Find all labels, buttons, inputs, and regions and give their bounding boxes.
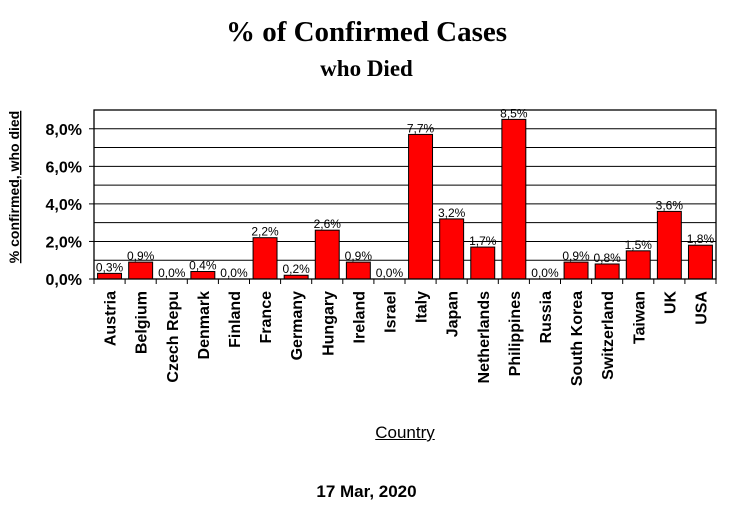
bar [563, 261, 589, 280]
category-label: Russia [538, 291, 555, 344]
category-label: Netherlands [476, 291, 493, 384]
x-axis-label: Country [375, 423, 435, 442]
category-label: Ireland [351, 291, 368, 343]
y-tick-label: 2,0% [46, 234, 82, 251]
category-label: UK [662, 291, 679, 315]
y-tick-label: 6,0% [46, 159, 82, 176]
category-label: Israel [382, 291, 399, 333]
bar-value-label: 1,7% [469, 234, 497, 248]
bar-value-label: 0,0% [531, 266, 559, 280]
y-axis-ticks: 0,0% 2,0% 4,0% 6,0% 8,0% [46, 122, 94, 289]
bar-value-label: 1,8% [687, 232, 715, 246]
bar-value-label: 7,7% [407, 121, 435, 135]
bar [345, 261, 371, 280]
bars [97, 118, 713, 280]
bar-value-label: 1,5% [625, 238, 653, 252]
category-label: France [258, 291, 275, 344]
bar-value-label: 0,0% [158, 266, 186, 280]
value-labels: 0,3%0,9%0,0%0,4%0,0%2,2%0,2%2,6%0,9%0,0%… [96, 106, 715, 280]
chart-title: % of Confirmed Cases [225, 16, 508, 48]
category-label: Czech Repu [165, 291, 182, 383]
bar-value-label: 0,3% [96, 260, 124, 274]
bar [625, 250, 651, 280]
bar-value-label: 2,6% [314, 217, 342, 231]
category-label: Hungary [320, 291, 337, 356]
bar [128, 261, 154, 280]
y-axis-label: % confirmed, who died [6, 111, 22, 263]
bar [190, 270, 216, 280]
bar-value-label: 0,9% [562, 249, 590, 263]
bar [314, 229, 340, 280]
category-label: Denmark [196, 291, 213, 360]
bar-value-label: 8,5% [500, 106, 528, 120]
category-label: Switzerland [600, 291, 617, 380]
y-tick-label: 4,0% [46, 197, 82, 214]
bar [252, 237, 278, 280]
chart-subtitle: who Died [320, 56, 413, 81]
category-label: Philippines [507, 291, 524, 376]
bar-value-label: 0,8% [593, 251, 621, 265]
bar-value-label: 0,9% [345, 249, 373, 263]
bar [687, 244, 713, 280]
bar-value-label: 0,2% [282, 262, 310, 276]
category-label: Belgium [134, 291, 151, 354]
category-label: Austria [103, 291, 120, 346]
bar [439, 218, 465, 280]
bar-value-label: 0,4% [189, 258, 217, 272]
bar [656, 210, 682, 280]
bar-value-label: 0,0% [220, 266, 248, 280]
plot-frame [93, 109, 717, 280]
category-label: Germany [289, 291, 306, 360]
category-label: Taiwan [631, 291, 648, 344]
gridlines [94, 128, 716, 261]
bar-value-label: 2,2% [251, 225, 279, 239]
y-tick-label: 8,0% [46, 122, 82, 139]
bar [408, 133, 434, 280]
category-label: Finland [227, 291, 244, 348]
bar [501, 118, 527, 280]
bar-value-label: 0,0% [376, 266, 404, 280]
category-label: USA [693, 291, 710, 325]
bar-value-label: 3,2% [438, 206, 466, 220]
bar [470, 246, 496, 280]
x-axis-ticks: Austria Belgium Czech Repu Denmark Finland Fr… [93, 279, 717, 386]
bar [594, 263, 620, 280]
bar-value-label: 3,6% [656, 198, 684, 212]
bar-value-label: 0,9% [127, 249, 155, 263]
category-label: Italy [414, 291, 431, 323]
y-tick-label: 0,0% [46, 272, 82, 289]
category-label: South Korea [569, 291, 586, 386]
category-label: Japan [445, 291, 462, 337]
date-label: 17 Mar, 2020 [316, 482, 417, 501]
